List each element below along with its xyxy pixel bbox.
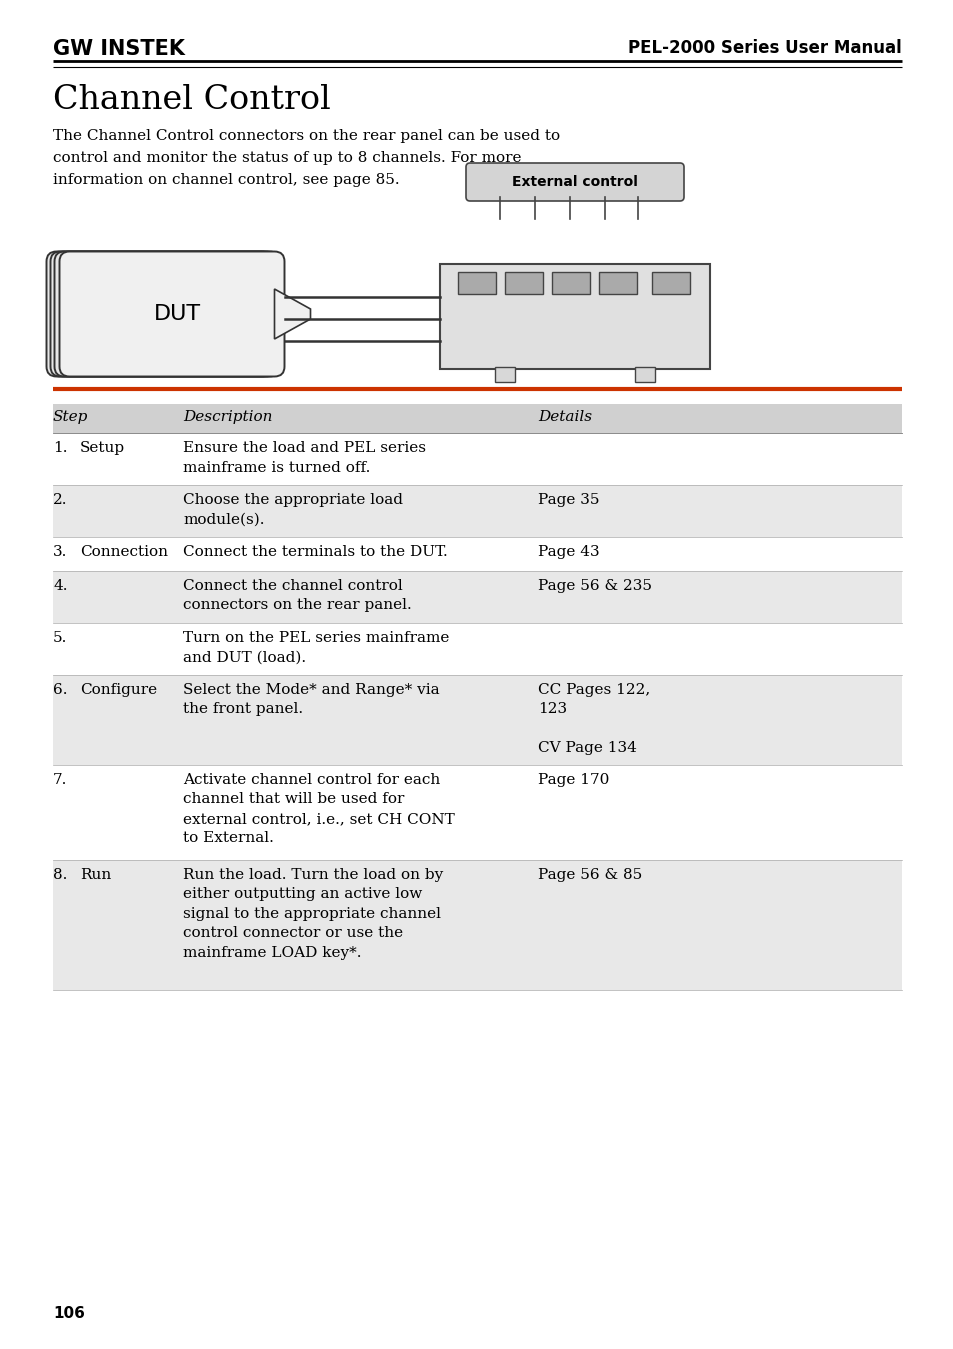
FancyBboxPatch shape (47, 251, 272, 376)
Bar (552, 272, 589, 294)
Text: Details: Details (537, 410, 592, 424)
Text: Turn on the PEL series mainframe
and DUT (load).: Turn on the PEL series mainframe and DUT… (183, 631, 449, 665)
Bar (53, 403, 901, 433)
Bar (53, 674, 901, 765)
Text: Page 56 & 85: Page 56 & 85 (537, 867, 641, 882)
Text: Connect the channel control
connectors on the rear panel.: Connect the channel control connectors o… (183, 579, 412, 612)
Text: Setup: Setup (80, 441, 125, 455)
FancyBboxPatch shape (465, 163, 683, 201)
Text: Page 43: Page 43 (537, 545, 599, 558)
Text: Channel Control: Channel Control (53, 84, 331, 116)
Text: 8.: 8. (53, 867, 68, 882)
Text: Page 56 & 235: Page 56 & 235 (537, 579, 651, 594)
Bar (651, 272, 689, 294)
Text: 7.: 7. (53, 773, 68, 786)
Text: Configure: Configure (80, 683, 157, 697)
Text: Activate channel control for each
channel that will be used for
external control: Activate channel control for each channe… (183, 773, 455, 846)
Text: Connection: Connection (80, 545, 168, 558)
FancyBboxPatch shape (54, 251, 279, 376)
Text: Description: Description (183, 410, 273, 424)
Text: Ensure the load and PEL series
mainframe is turned off.: Ensure the load and PEL series mainframe… (183, 441, 426, 475)
Text: 2.: 2. (53, 492, 68, 507)
Bar (53, 433, 901, 486)
Text: 4.: 4. (53, 579, 68, 594)
Bar (495, 367, 515, 382)
Text: 3.: 3. (53, 545, 68, 558)
Text: 106: 106 (53, 1306, 85, 1321)
Bar (53, 623, 901, 674)
Bar (53, 537, 901, 571)
Text: Step: Step (53, 410, 89, 424)
Text: information on channel control, see page 85.: information on channel control, see page… (53, 173, 399, 188)
Bar (439, 264, 709, 370)
Text: DUT: DUT (153, 304, 200, 324)
Text: Run: Run (80, 867, 112, 882)
Text: Page 35: Page 35 (537, 492, 598, 507)
Text: GW INSTEK: GW INSTEK (53, 39, 185, 59)
Bar (457, 272, 496, 294)
Bar (53, 861, 901, 990)
Text: Select the Mode* and Range* via
the front panel.: Select the Mode* and Range* via the fron… (183, 683, 439, 716)
Text: 6.: 6. (53, 683, 68, 697)
Text: The Channel Control connectors on the rear panel can be used to: The Channel Control connectors on the re… (53, 130, 559, 143)
Text: Connect the terminals to the DUT.: Connect the terminals to the DUT. (183, 545, 447, 558)
Text: 5.: 5. (53, 631, 68, 645)
Text: Run the load. Turn the load on by
either outputting an active low
signal to the : Run the load. Turn the load on by either… (183, 867, 443, 960)
Bar (53, 765, 901, 861)
Text: 1.: 1. (53, 441, 68, 455)
Text: control and monitor the status of up to 8 channels. For more: control and monitor the status of up to … (53, 151, 521, 165)
Bar (635, 367, 655, 382)
Text: Choose the appropriate load
module(s).: Choose the appropriate load module(s). (183, 492, 402, 526)
FancyBboxPatch shape (59, 251, 284, 376)
Bar (53, 571, 901, 623)
Bar (504, 272, 542, 294)
Bar (598, 272, 637, 294)
Text: Page 170: Page 170 (537, 773, 609, 786)
Text: CC Pages 122,
123

CV Page 134: CC Pages 122, 123 CV Page 134 (537, 683, 650, 755)
Bar (53, 486, 901, 537)
Polygon shape (274, 289, 310, 339)
Text: PEL-2000 Series User Manual: PEL-2000 Series User Manual (628, 39, 901, 57)
FancyBboxPatch shape (51, 251, 275, 376)
Text: External control: External control (512, 175, 638, 189)
